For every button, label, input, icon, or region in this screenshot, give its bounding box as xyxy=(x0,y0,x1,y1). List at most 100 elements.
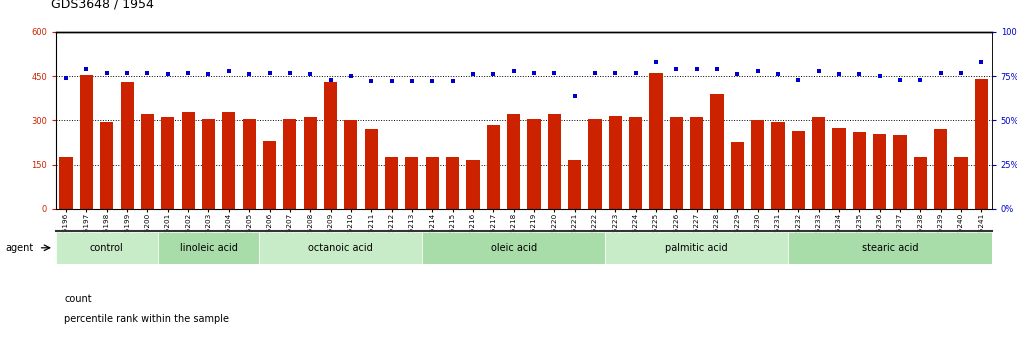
Bar xyxy=(304,118,317,209)
Point xyxy=(99,70,115,75)
Bar xyxy=(893,135,906,209)
Point xyxy=(221,68,237,74)
Point xyxy=(729,72,745,77)
Point xyxy=(831,72,847,77)
Point xyxy=(200,72,217,77)
Point xyxy=(119,70,135,75)
Bar xyxy=(506,114,520,209)
Bar xyxy=(832,128,845,209)
Bar xyxy=(954,157,967,209)
Bar xyxy=(873,133,886,209)
Bar xyxy=(710,94,723,209)
Bar xyxy=(140,114,155,209)
Point xyxy=(363,79,379,84)
Point xyxy=(892,77,908,82)
Point xyxy=(750,68,766,74)
Point xyxy=(912,77,929,82)
Bar xyxy=(669,118,683,209)
Bar xyxy=(201,119,215,209)
Point xyxy=(933,70,949,75)
Bar xyxy=(364,129,378,209)
Point xyxy=(302,72,318,77)
Text: linoleic acid: linoleic acid xyxy=(180,243,237,253)
Bar xyxy=(283,119,297,209)
Bar xyxy=(121,82,134,209)
Point xyxy=(465,72,481,77)
Bar xyxy=(259,232,422,264)
Bar xyxy=(405,157,419,209)
Point xyxy=(973,59,990,65)
Point xyxy=(587,70,603,75)
Point xyxy=(689,66,705,72)
Point xyxy=(58,75,74,81)
Bar xyxy=(913,157,926,209)
Point xyxy=(953,70,969,75)
Point xyxy=(790,77,806,82)
Point xyxy=(851,72,868,77)
Bar xyxy=(56,232,158,264)
Point xyxy=(566,93,583,98)
Bar xyxy=(605,232,788,264)
Bar xyxy=(812,118,825,209)
Bar xyxy=(567,160,581,209)
Bar xyxy=(181,112,195,209)
Bar xyxy=(547,114,560,209)
Bar xyxy=(422,232,605,264)
Bar xyxy=(934,129,947,209)
Point xyxy=(872,73,888,79)
Text: agent: agent xyxy=(5,243,34,253)
Bar xyxy=(852,132,865,209)
Point xyxy=(668,66,684,72)
Bar xyxy=(974,79,988,209)
Text: count: count xyxy=(64,294,92,304)
Point xyxy=(546,70,562,75)
Bar xyxy=(788,232,992,264)
Point xyxy=(607,70,623,75)
Point xyxy=(424,79,440,84)
Point xyxy=(241,72,257,77)
Bar xyxy=(323,82,338,209)
Point xyxy=(160,72,176,77)
Bar xyxy=(425,157,438,209)
Bar xyxy=(730,143,743,209)
Bar xyxy=(262,141,277,209)
Point xyxy=(444,79,461,84)
Point xyxy=(343,73,359,79)
Point xyxy=(322,77,339,82)
Point xyxy=(811,68,827,74)
Bar xyxy=(384,157,398,209)
Point xyxy=(770,72,786,77)
Bar xyxy=(161,118,175,209)
Bar xyxy=(690,118,703,209)
Bar xyxy=(80,75,94,209)
Bar xyxy=(608,116,622,209)
Bar xyxy=(486,125,499,209)
Text: stearic acid: stearic acid xyxy=(861,243,918,253)
Bar xyxy=(649,73,663,209)
Bar xyxy=(59,157,73,209)
Bar xyxy=(588,119,602,209)
Point xyxy=(648,59,664,65)
Point xyxy=(282,70,298,75)
Bar xyxy=(100,122,114,209)
Point xyxy=(78,66,95,72)
Point xyxy=(485,72,501,77)
Point xyxy=(383,79,400,84)
Point xyxy=(505,68,522,74)
Bar xyxy=(527,119,541,209)
Bar xyxy=(629,118,643,209)
Text: GDS3648 / 1954: GDS3648 / 1954 xyxy=(51,0,154,11)
Bar xyxy=(242,119,256,209)
Text: octanoic acid: octanoic acid xyxy=(308,243,373,253)
Bar xyxy=(158,232,259,264)
Bar xyxy=(445,157,459,209)
Point xyxy=(180,70,196,75)
Point xyxy=(404,79,420,84)
Bar xyxy=(344,120,358,209)
Bar xyxy=(771,122,785,209)
Point xyxy=(526,70,542,75)
Bar xyxy=(466,160,480,209)
Point xyxy=(261,70,278,75)
Point xyxy=(709,66,725,72)
Point xyxy=(627,70,644,75)
